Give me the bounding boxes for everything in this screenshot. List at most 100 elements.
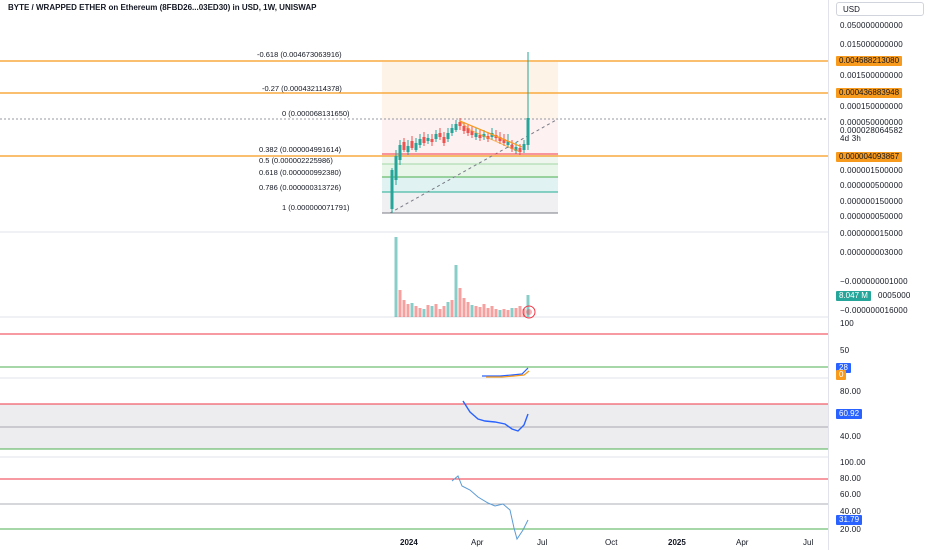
volume-bar	[414, 306, 418, 317]
ind1-tick: 50	[840, 346, 850, 355]
price-tick: 0.015000000000	[840, 40, 903, 49]
volume-bar	[446, 302, 450, 317]
volume-bar	[518, 306, 522, 317]
ind1-badge: 0	[836, 370, 847, 380]
time-label: Oct	[605, 538, 618, 547]
candle-body	[466, 128, 470, 133]
candle-body	[498, 137, 502, 141]
ind2-tick: 40.00	[840, 432, 862, 441]
fib-label: 0 (0.000068131650)	[282, 109, 350, 118]
volume-bar	[510, 308, 514, 317]
volume-bar	[430, 306, 434, 317]
pattern-line	[459, 120, 521, 153]
volume-marker	[526, 309, 532, 315]
price-tick: 0.000000500000	[840, 181, 903, 190]
chart-title: BYTE / WRAPPED ETHER on Ethereum (8FBD26…	[8, 3, 317, 12]
time-label: Jul	[537, 538, 548, 547]
time-label: Apr	[736, 538, 749, 547]
volume-bar	[418, 308, 422, 317]
ind2-tick: 80.00	[840, 387, 862, 396]
volume-marker	[522, 305, 536, 319]
candle-body	[450, 128, 454, 133]
volume-bar	[442, 306, 446, 317]
price-tick: 0.050000000000	[840, 21, 903, 30]
price-badge: 0.004688213080	[836, 56, 903, 66]
volume-bar	[394, 237, 398, 317]
ind1-line-blue	[482, 367, 529, 377]
volume-bar	[486, 308, 490, 317]
volume-bar	[522, 309, 526, 317]
candle-body	[418, 139, 422, 145]
price-tick: 0.000150000000	[840, 102, 903, 111]
candle-body	[470, 131, 474, 135]
candle-body	[422, 137, 426, 143]
ind2-line	[462, 400, 529, 432]
candle-body	[414, 143, 418, 150]
volume-bar	[470, 305, 474, 317]
price-tick: −0.000000016000	[840, 306, 908, 315]
volume-bar	[462, 298, 466, 317]
candle-body	[434, 134, 438, 139]
candle-body	[526, 118, 530, 145]
volume-bar	[506, 310, 510, 317]
candle-body	[458, 122, 462, 126]
fib-label: -0.618 (0.004673063916)	[257, 50, 342, 59]
volume-bar	[434, 304, 438, 317]
price-tick: 0.000000150000	[840, 197, 903, 206]
candle-body	[518, 148, 522, 152]
candle-body	[426, 138, 430, 141]
candle-body	[398, 145, 402, 160]
volume-bar	[454, 265, 458, 317]
volume-bar	[450, 300, 454, 317]
ind2-badge: 60.92	[836, 409, 863, 419]
volume-bar	[458, 288, 462, 317]
candle-body	[438, 133, 442, 137]
price-tick: 0.000001500000	[840, 166, 903, 175]
currency-button[interactable]: USD	[836, 2, 924, 16]
volume-bar	[426, 305, 430, 317]
candle-body	[446, 133, 450, 139]
candle-body	[502, 139, 506, 143]
ind3-tick: 60.00	[840, 490, 862, 499]
volume-bar	[498, 310, 502, 317]
candle-body	[430, 139, 434, 142]
price-badge: 0.000004093867	[836, 152, 903, 162]
volume-bar	[494, 309, 498, 317]
time-label: Jul	[803, 538, 814, 547]
current-price-label: 0.000028064582	[840, 126, 903, 135]
fib-label: 0.5 (0.000002225986)	[259, 156, 333, 165]
candle-body	[462, 126, 466, 131]
price-tick: 0.000000050000	[840, 212, 903, 221]
candle-body	[406, 146, 410, 152]
ind1-line-orange	[486, 370, 530, 378]
volume-bar	[466, 302, 470, 317]
candle-body	[514, 147, 518, 151]
price-axis[interactable]	[828, 0, 932, 550]
volume-bar	[422, 309, 426, 317]
ind3-tick: 80.00	[840, 474, 862, 483]
volume-bar	[438, 309, 442, 317]
pattern-line	[459, 120, 523, 148]
ind3-tick: 20.00	[840, 525, 862, 534]
candle-body	[478, 135, 482, 138]
price-badge: 0.000436883948	[836, 88, 903, 98]
fib-label: 1 (0.000000071791)	[282, 203, 350, 212]
ind3-tick: 100.00	[840, 458, 866, 467]
fib-label: 0.382 (0.000004991614)	[259, 145, 342, 154]
volume-bar	[410, 303, 414, 317]
ind3-tick: 40.00	[840, 507, 862, 516]
ind1-badge: 28	[836, 363, 851, 373]
time-label: Apr	[471, 538, 484, 547]
volume-bar	[406, 304, 410, 317]
price-tick: 0005000	[878, 291, 911, 300]
candle-body	[442, 137, 446, 143]
candle-body	[482, 134, 486, 137]
candle-body	[510, 145, 514, 149]
time-label: 2024	[400, 538, 418, 547]
volume-bar	[502, 309, 506, 317]
volume-bar	[474, 306, 478, 317]
price-tick: −0.000000001000	[840, 277, 908, 286]
candle-body	[522, 144, 526, 150]
volume-bar	[490, 306, 494, 317]
